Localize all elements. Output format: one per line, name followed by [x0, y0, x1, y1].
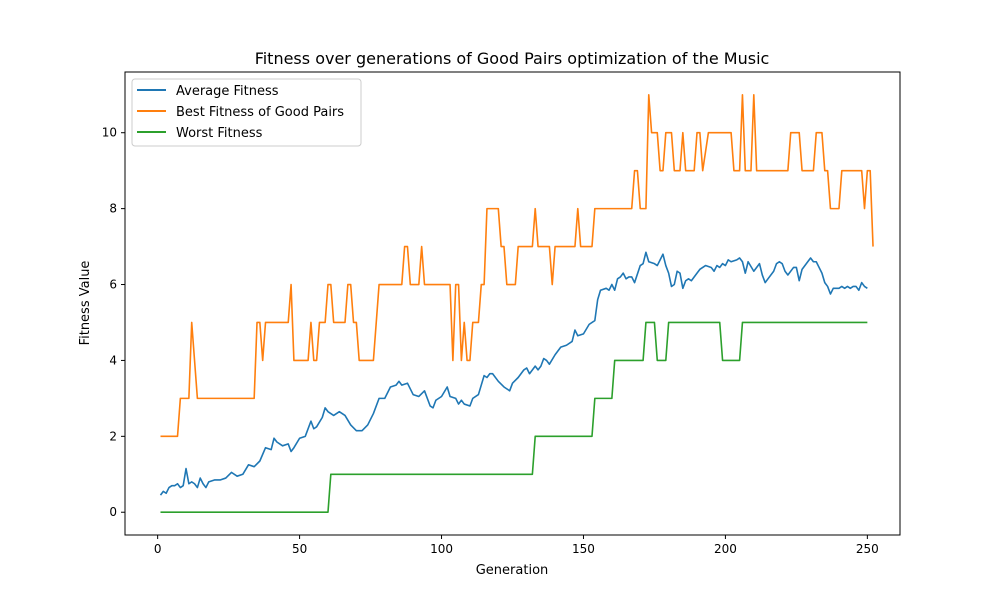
- legend-label-average: Average Fitness: [176, 84, 279, 99]
- y-tick-label: 2: [109, 429, 117, 443]
- y-axis-label: Fitness Value: [78, 261, 93, 346]
- y-tick-label: 0: [109, 505, 117, 519]
- x-tick-label: 50: [292, 542, 307, 556]
- series-line-worst-fitness: [160, 321, 868, 514]
- series-lines: [159, 93, 874, 514]
- x-axis-ticks: 0 50 100 150 200 250: [154, 535, 879, 556]
- legend-label-best: Best Fitness of Good Pairs: [176, 105, 344, 120]
- chart-title: Fitness over generations of Good Pairs o…: [255, 49, 770, 68]
- series-line-best-fitness-good-pairs: [160, 93, 874, 438]
- x-tick-label: 0: [154, 542, 162, 556]
- series-line-average-fitness: [159, 251, 868, 496]
- legend-label-worst: Worst Fitness: [176, 126, 263, 141]
- y-tick-label: 4: [109, 353, 117, 367]
- y-tick-label: 10: [102, 126, 117, 140]
- y-tick-label: 6: [109, 278, 117, 292]
- y-tick-label: 8: [109, 202, 117, 216]
- x-axis-label: Generation: [476, 563, 549, 578]
- x-tick-label: 200: [714, 542, 737, 556]
- x-tick-label: 250: [856, 542, 879, 556]
- legend-box: [131, 78, 362, 147]
- legend: Average Fitness Best Fitness of Good Pai…: [131, 78, 362, 147]
- y-axis-ticks: 0 2 4 6 8 10: [102, 126, 125, 519]
- axes-frame: [124, 71, 901, 536]
- x-tick-label: 150: [572, 542, 595, 556]
- plot-area: [124, 71, 901, 536]
- x-tick-label: 100: [430, 542, 453, 556]
